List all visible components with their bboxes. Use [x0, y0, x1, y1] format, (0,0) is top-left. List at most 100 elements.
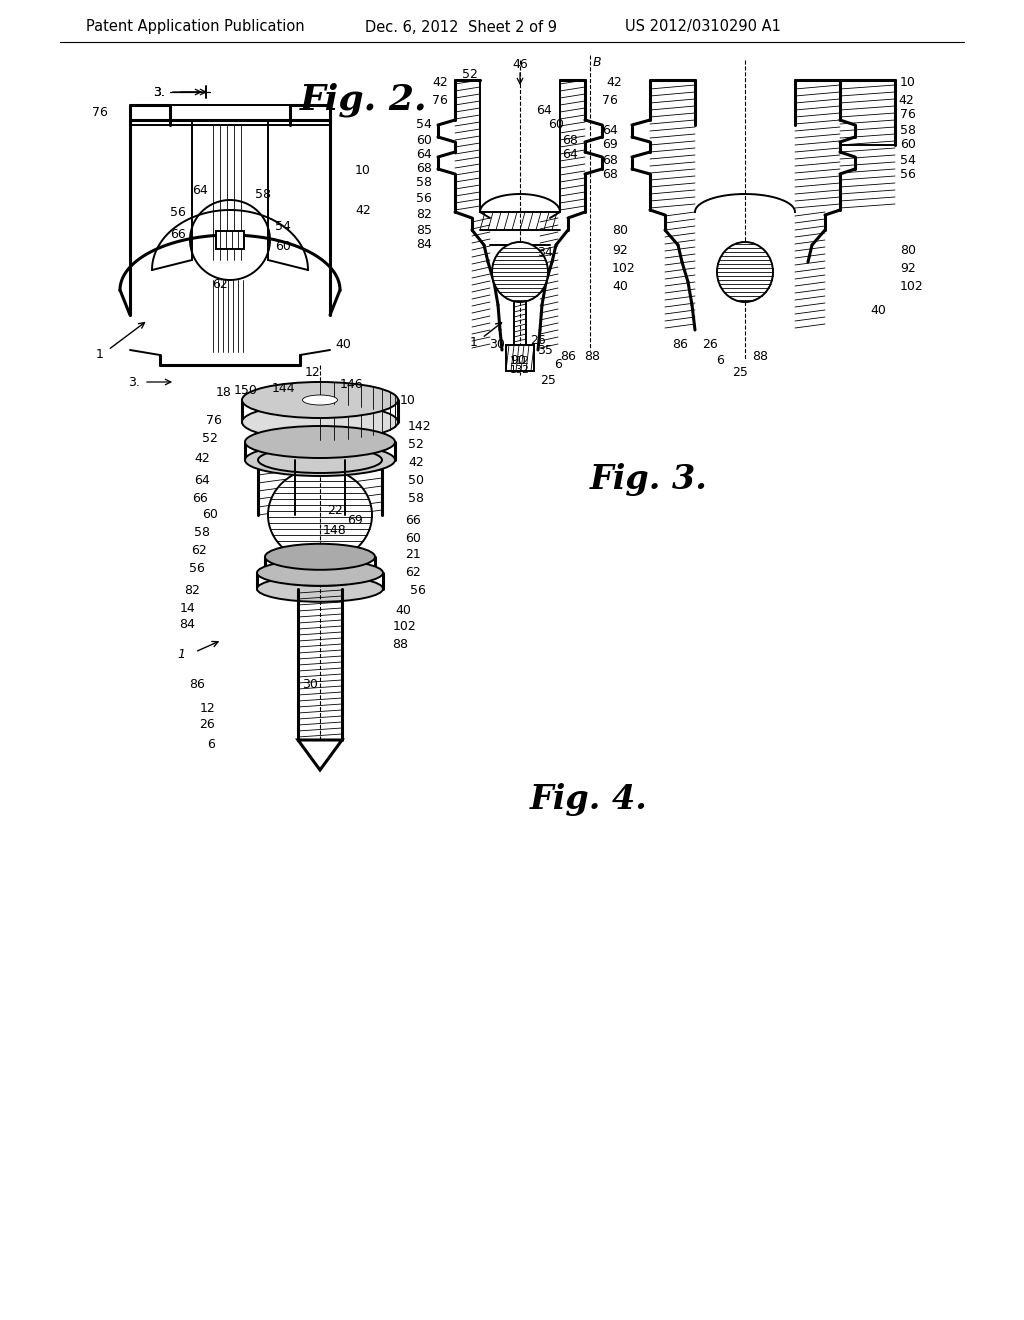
Text: 60: 60 [406, 532, 421, 544]
Text: 26: 26 [530, 334, 546, 346]
Text: 84: 84 [416, 239, 432, 252]
Bar [506, 345, 534, 371]
Text: 42: 42 [195, 451, 210, 465]
Text: 76: 76 [206, 413, 222, 426]
Text: 52: 52 [462, 69, 478, 82]
Text: 58: 58 [408, 491, 424, 504]
Text: 102: 102 [612, 261, 636, 275]
Text: 62: 62 [212, 279, 228, 292]
Text: 25: 25 [540, 374, 556, 387]
Text: 3.: 3. [128, 375, 140, 388]
Text: US 2012/0310290 A1: US 2012/0310290 A1 [625, 20, 781, 34]
Text: 142: 142 [408, 421, 432, 433]
Text: 1: 1 [96, 348, 104, 362]
Text: 69: 69 [347, 513, 362, 527]
Text: 34: 34 [538, 246, 553, 259]
Text: 112: 112 [510, 356, 530, 366]
Text: 64: 64 [193, 183, 208, 197]
Text: 30: 30 [489, 338, 505, 351]
Text: 60: 60 [275, 240, 291, 253]
Ellipse shape [268, 469, 372, 562]
Text: 76: 76 [602, 94, 618, 107]
Text: 58: 58 [255, 189, 271, 202]
Text: 92: 92 [612, 243, 628, 256]
Text: 68: 68 [416, 161, 432, 174]
Text: 60: 60 [900, 139, 915, 152]
Ellipse shape [245, 444, 395, 477]
Text: 64: 64 [602, 124, 618, 136]
Text: 66: 66 [170, 228, 186, 242]
Text: 30: 30 [302, 678, 317, 692]
Text: 10: 10 [400, 393, 416, 407]
Text: 60: 60 [202, 508, 218, 521]
Text: 82: 82 [416, 209, 432, 222]
Text: Fig. 3.: Fig. 3. [590, 463, 708, 496]
Text: 86: 86 [189, 678, 205, 692]
Text: 42: 42 [606, 75, 622, 88]
Text: 62: 62 [406, 565, 421, 578]
Text: 46: 46 [512, 58, 528, 71]
Text: 54: 54 [416, 119, 432, 132]
Text: 64: 64 [536, 103, 552, 116]
Text: 86: 86 [560, 351, 575, 363]
Text: 10: 10 [355, 164, 371, 177]
Text: 35: 35 [537, 343, 553, 356]
Text: 40: 40 [335, 338, 351, 351]
Text: 60: 60 [548, 119, 564, 132]
Text: 132: 132 [510, 366, 530, 375]
Ellipse shape [265, 544, 375, 570]
Text: 1: 1 [177, 648, 185, 661]
Text: 54: 54 [900, 153, 915, 166]
Text: 68: 68 [602, 153, 618, 166]
Ellipse shape [257, 576, 383, 602]
Text: 76: 76 [92, 107, 108, 120]
Text: 62: 62 [191, 544, 207, 557]
Text: 64: 64 [195, 474, 210, 487]
Ellipse shape [245, 426, 395, 458]
Text: Fig. 4.: Fig. 4. [530, 784, 648, 817]
Text: 40: 40 [870, 304, 886, 317]
Ellipse shape [265, 560, 375, 586]
Bar [216, 231, 244, 249]
Text: 14: 14 [179, 602, 195, 615]
Text: 52: 52 [408, 438, 424, 451]
Text: 6: 6 [207, 738, 215, 751]
Text: 64: 64 [416, 149, 432, 161]
Text: 88: 88 [584, 351, 600, 363]
Text: 6: 6 [554, 359, 562, 371]
Text: 66: 66 [406, 513, 421, 527]
Text: 26: 26 [702, 338, 718, 351]
Text: 92: 92 [900, 261, 915, 275]
Text: 150: 150 [234, 384, 258, 396]
Text: 18: 18 [216, 385, 232, 399]
Text: B: B [593, 55, 601, 69]
Text: 56: 56 [410, 583, 426, 597]
Text: 26: 26 [200, 718, 215, 731]
Text: 80: 80 [900, 243, 916, 256]
Text: 85: 85 [416, 223, 432, 236]
Text: 56: 56 [170, 206, 186, 219]
Ellipse shape [242, 381, 398, 418]
Text: 66: 66 [193, 491, 208, 504]
Text: 12: 12 [200, 701, 215, 714]
Text: 42: 42 [355, 203, 371, 216]
Ellipse shape [257, 560, 383, 586]
Text: 148: 148 [324, 524, 347, 536]
Text: 82: 82 [184, 583, 200, 597]
Text: 42: 42 [898, 94, 913, 107]
Text: 58: 58 [900, 124, 916, 136]
Text: 58: 58 [194, 527, 210, 540]
Text: 22: 22 [327, 503, 343, 516]
Text: 21: 21 [406, 549, 421, 561]
Text: Dec. 6, 2012: Dec. 6, 2012 [365, 20, 459, 34]
Text: 80: 80 [612, 223, 628, 236]
Text: 69: 69 [602, 139, 618, 152]
Text: 25: 25 [732, 366, 748, 379]
Text: 86: 86 [672, 338, 688, 351]
Text: 64: 64 [562, 149, 578, 161]
Text: 56: 56 [416, 191, 432, 205]
Ellipse shape [492, 242, 548, 302]
Text: 12: 12 [305, 367, 321, 380]
Text: 10: 10 [900, 75, 915, 88]
Text: 102: 102 [900, 281, 924, 293]
